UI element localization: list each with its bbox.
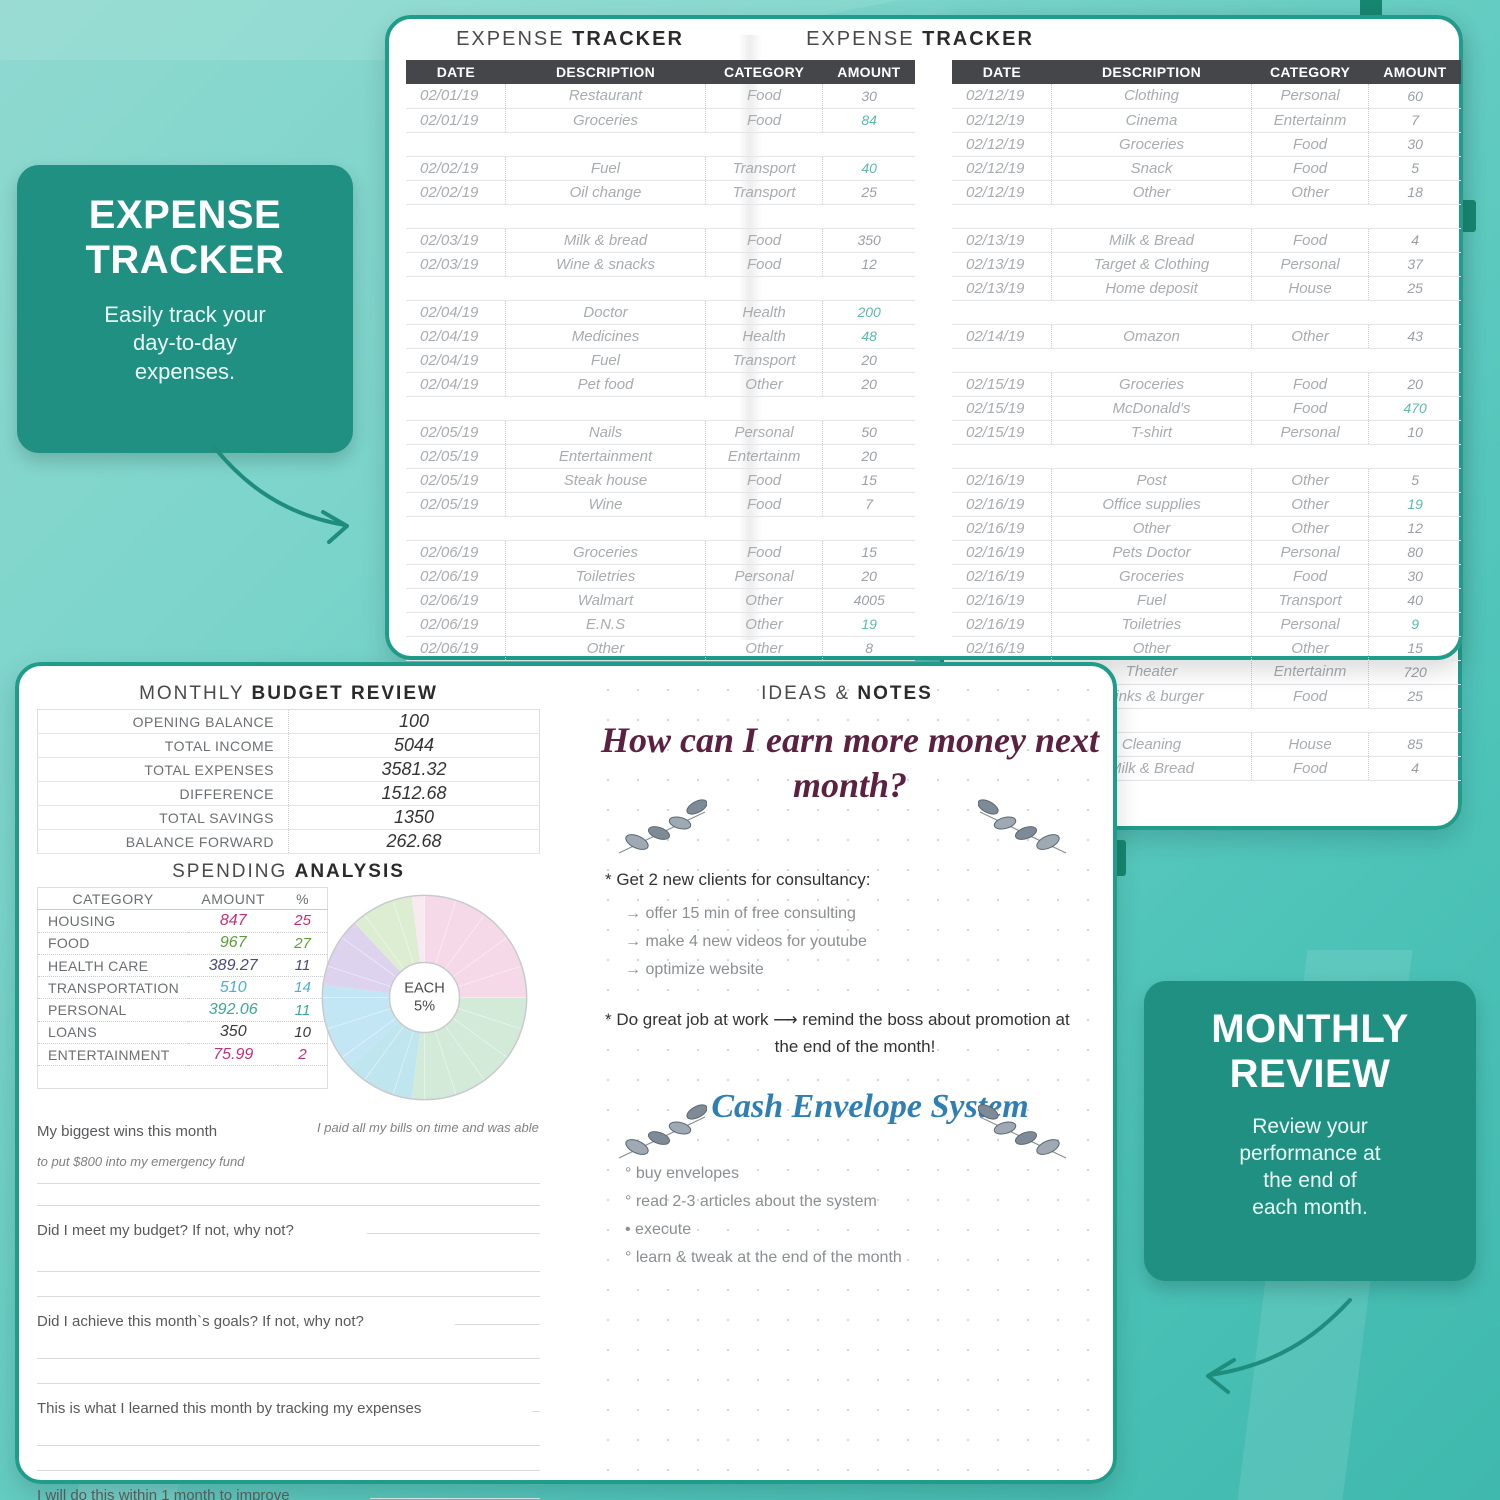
svg-text:EACH: EACH <box>404 980 445 996</box>
svg-text:5%: 5% <box>414 999 435 1015</box>
